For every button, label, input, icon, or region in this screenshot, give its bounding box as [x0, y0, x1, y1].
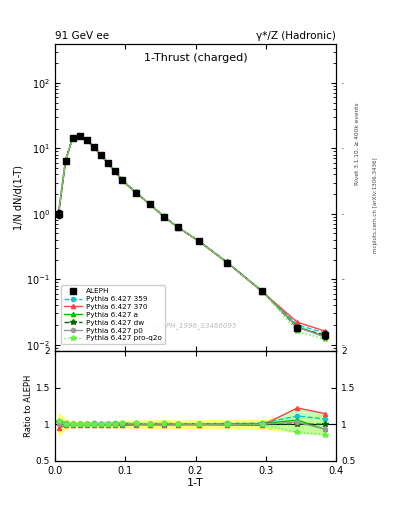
Text: 1-Thrust (charged): 1-Thrust (charged)	[144, 53, 247, 63]
Text: 91 GeV ee: 91 GeV ee	[55, 31, 109, 41]
Y-axis label: 1/N dN/d(1-T): 1/N dN/d(1-T)	[13, 165, 24, 230]
X-axis label: 1-T: 1-T	[187, 478, 204, 488]
Text: ALEPH_1996_S3486095: ALEPH_1996_S3486095	[154, 323, 237, 329]
Legend: ALEPH, Pythia 6.427 359, Pythia 6.427 370, Pythia 6.427 a, Pythia 6.427 dw, Pyth: ALEPH, Pythia 6.427 359, Pythia 6.427 37…	[61, 285, 165, 344]
Text: Rivet 3.1.10, ≥ 400k events: Rivet 3.1.10, ≥ 400k events	[355, 102, 360, 185]
Text: γ*/Z (Hadronic): γ*/Z (Hadronic)	[256, 31, 336, 41]
Y-axis label: Ratio to ALEPH: Ratio to ALEPH	[24, 375, 33, 437]
Text: mcplots.cern.ch [arXiv:1306.3436]: mcplots.cern.ch [arXiv:1306.3436]	[373, 157, 378, 252]
